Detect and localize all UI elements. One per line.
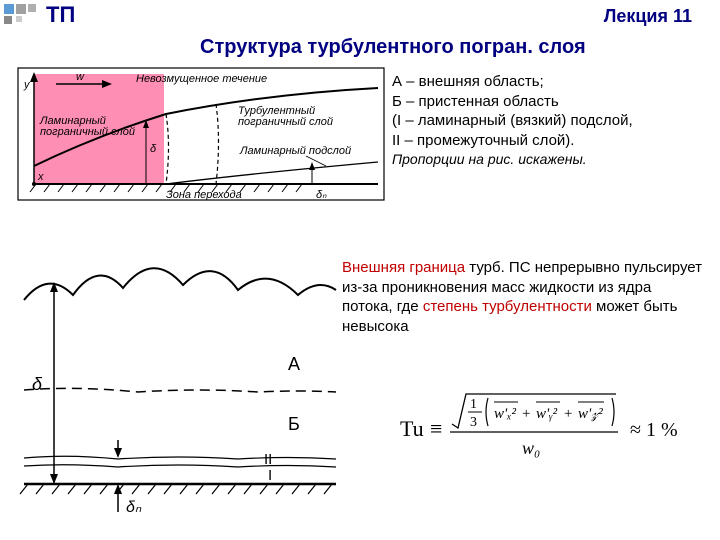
label-I: I	[268, 467, 272, 484]
legend-i: (I – ламинарный (вязкий) подслой,	[392, 111, 702, 131]
formula-plus1: +	[522, 406, 530, 422]
diagram-layer-structure: А Б II I δ δₙ	[18, 240, 338, 520]
paragraph-block: Внешняя граница турб. ПС непрерывно пуль…	[342, 258, 702, 336]
label-A: А	[288, 354, 300, 374]
legend-ii: II – промежуточный слой).	[392, 131, 702, 151]
delta-n2-label: δₙ	[126, 499, 142, 516]
turb-bl-label: Турбулентный пограничный слой	[238, 105, 333, 128]
formula-tu-symbol: Tu	[400, 416, 424, 441]
y-axis-label: y	[23, 79, 31, 91]
legend-b: Б – пристенная область	[392, 92, 702, 112]
formula-tu: Tu ≡ 1 3 w'ₓ² + w'ᵧ² + w'𝓏² w₀ ≈ 1 %	[400, 384, 700, 474]
diagram-boundary-layer: y w δ x Невозмущенное течение Ламинарный…	[16, 66, 386, 202]
legend-note: Пропорции на рис. искажены.	[392, 150, 702, 168]
delta-label: δ	[150, 143, 157, 155]
formula-plus2: +	[564, 406, 572, 422]
slide-title: Структура турбулентного погран. слоя	[200, 36, 586, 59]
formula-w0: w₀	[522, 438, 540, 458]
formula-den3: 3	[470, 415, 477, 430]
formula-wz: w'𝓏²	[578, 406, 603, 422]
legend-a: А – внешняя область;	[392, 72, 702, 92]
link-turb-intensity: степень турбулентности	[423, 298, 592, 315]
formula-wx: w'ₓ²	[494, 406, 516, 422]
formula-wy: w'ᵧ²	[536, 406, 558, 422]
formula-approx: ≈ 1 %	[630, 419, 678, 441]
slide-header: ТП Лекция 11	[0, 0, 720, 32]
header-lecture: Лекция 11	[604, 6, 692, 27]
formula-eq: ≡	[430, 416, 442, 441]
link-outer-boundary: Внешняя граница	[342, 259, 465, 276]
undisturbed-label: Невозмущенное течение	[136, 73, 267, 85]
header-tp: ТП	[46, 2, 75, 28]
delta-n-label: δₙ	[316, 189, 327, 201]
legend-block: А – внешняя область; Б – пристенная обла…	[392, 72, 702, 168]
x-axis-label: x	[37, 171, 44, 183]
w-arrow-label: w	[76, 71, 85, 83]
laminar-sub-label: Ламинарный подслой	[239, 145, 351, 157]
transition-label: Зона перехода	[166, 189, 242, 201]
delta2-label: δ	[32, 374, 43, 394]
formula-num1: 1	[470, 397, 477, 412]
label-B: Б	[288, 414, 300, 434]
